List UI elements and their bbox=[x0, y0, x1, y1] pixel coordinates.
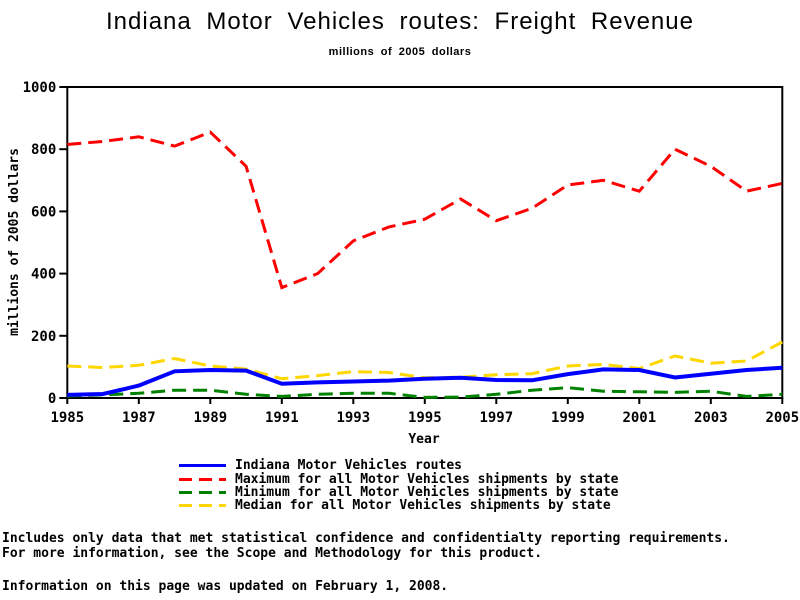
x-tick-label: 1987 bbox=[122, 410, 156, 426]
legend-line-sample-median-icon bbox=[179, 504, 226, 508]
x-tick-label: 1989 bbox=[193, 410, 227, 426]
y-tick-label: 800 bbox=[31, 142, 56, 158]
plot-frame bbox=[66, 86, 784, 399]
legend-line-sample-maximum-icon bbox=[179, 477, 226, 481]
chart-legend: Indiana Motor Vehicles routes Maximum for… bbox=[179, 459, 619, 513]
series-line-minimum bbox=[67, 386, 783, 399]
series-line-maximum bbox=[67, 130, 783, 290]
legend-item-maximum: Maximum for all Motor Vehicles shipments… bbox=[179, 471, 619, 487]
x-tick-label: 1985 bbox=[50, 410, 84, 426]
y-tick-label: 0 bbox=[48, 391, 56, 407]
y-tick-label: 200 bbox=[31, 329, 56, 345]
chart-title: Indiana Motor Vehicles routes: Freight R… bbox=[106, 8, 694, 35]
x-axis-title: Year bbox=[408, 432, 439, 447]
y-axis-title: millions of 2005 dollars bbox=[7, 148, 22, 336]
footnote-line-1: Includes only data that met statistical … bbox=[2, 531, 730, 546]
legend-line-sample-indiana-icon bbox=[179, 464, 226, 468]
x-tick-label: 1991 bbox=[265, 410, 299, 426]
legend-label-indiana: Indiana Motor Vehicles routes bbox=[235, 458, 462, 474]
legend-item-minimum: Minimum for all Motor Vehicles shipments… bbox=[179, 486, 619, 499]
legend-label-maximum: Maximum for all Motor Vehicles shipments… bbox=[235, 471, 619, 487]
footnote-block: Includes only data that met statistical … bbox=[2, 531, 798, 561]
y-tick-label: 400 bbox=[31, 267, 56, 283]
x-tick-label: 2005 bbox=[765, 410, 799, 426]
legend-line-sample-minimum-icon bbox=[179, 490, 226, 494]
legend-label-median: Median for all Motor Vehicles shipments … bbox=[235, 498, 611, 514]
series-line-indiana bbox=[67, 365, 783, 397]
y-tick-label: 1000 bbox=[23, 80, 57, 96]
x-tick-label: 2003 bbox=[694, 410, 728, 426]
legend-label-minimum: Minimum for all Motor Vehicles shipments… bbox=[235, 484, 619, 500]
x-tick-label: 1995 bbox=[408, 410, 442, 426]
x-tick-label: 2001 bbox=[622, 410, 656, 426]
y-tick-label: 600 bbox=[31, 204, 56, 220]
x-tick-label: 1993 bbox=[336, 410, 370, 426]
chart-subtitle: millions of 2005 dollars bbox=[328, 46, 472, 58]
x-tick-label: 1999 bbox=[551, 410, 585, 426]
x-tick-label: 1997 bbox=[479, 410, 513, 426]
updated-date-note: Information on this page was updated on … bbox=[2, 579, 449, 594]
legend-item-indiana: Indiana Motor Vehicles routes bbox=[179, 459, 619, 472]
footnote-line-2: For more information, see the Scope and … bbox=[2, 545, 543, 561]
legend-item-median: Median for all Motor Vehicles shipments … bbox=[179, 499, 619, 512]
line-chart-plot: 0 200 400 600 800 1000 1985 1987 1989 1991 1993 199… bbox=[7, 80, 799, 447]
